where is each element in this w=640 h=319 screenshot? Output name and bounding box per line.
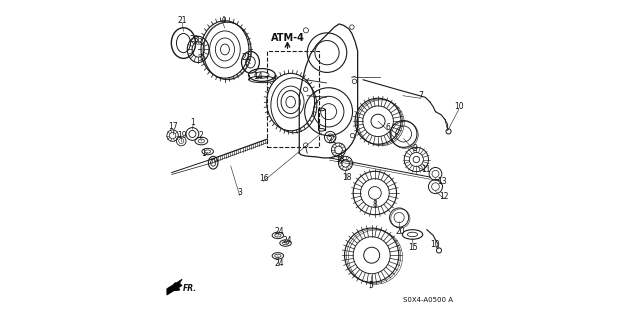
Text: 8: 8 xyxy=(372,200,377,209)
Text: 7: 7 xyxy=(418,91,423,100)
Text: 13: 13 xyxy=(437,177,447,186)
Text: ATM-4: ATM-4 xyxy=(271,33,305,43)
Text: 21: 21 xyxy=(177,16,187,25)
Text: 1: 1 xyxy=(191,118,195,127)
Text: 10: 10 xyxy=(431,240,440,249)
Text: 15: 15 xyxy=(409,243,419,252)
Text: 2: 2 xyxy=(198,131,203,140)
Text: 16: 16 xyxy=(259,174,268,183)
Text: 11: 11 xyxy=(421,165,431,174)
Text: 22: 22 xyxy=(328,136,337,145)
Text: 3: 3 xyxy=(237,189,242,197)
Bar xyxy=(267,51,319,147)
Text: S0X4-A0500 A: S0X4-A0500 A xyxy=(403,298,453,303)
Text: 24: 24 xyxy=(275,259,284,268)
Text: 10: 10 xyxy=(454,102,463,111)
Text: 14: 14 xyxy=(253,72,262,81)
Text: 19: 19 xyxy=(177,131,187,140)
Text: 21: 21 xyxy=(241,53,251,62)
Text: 1: 1 xyxy=(202,149,206,158)
Text: 18: 18 xyxy=(335,155,344,164)
Text: 12: 12 xyxy=(439,192,449,201)
Text: 20: 20 xyxy=(396,227,406,236)
Text: 5: 5 xyxy=(368,281,373,290)
Text: 24: 24 xyxy=(283,236,292,245)
Text: 18: 18 xyxy=(342,173,352,182)
Text: 6: 6 xyxy=(385,123,390,132)
Text: FR.: FR. xyxy=(183,284,197,293)
Text: 23: 23 xyxy=(189,35,199,44)
Text: 4: 4 xyxy=(220,16,225,25)
Text: 24: 24 xyxy=(275,227,284,236)
Polygon shape xyxy=(167,279,182,295)
Text: 17: 17 xyxy=(168,122,177,130)
Text: 9: 9 xyxy=(413,144,417,153)
